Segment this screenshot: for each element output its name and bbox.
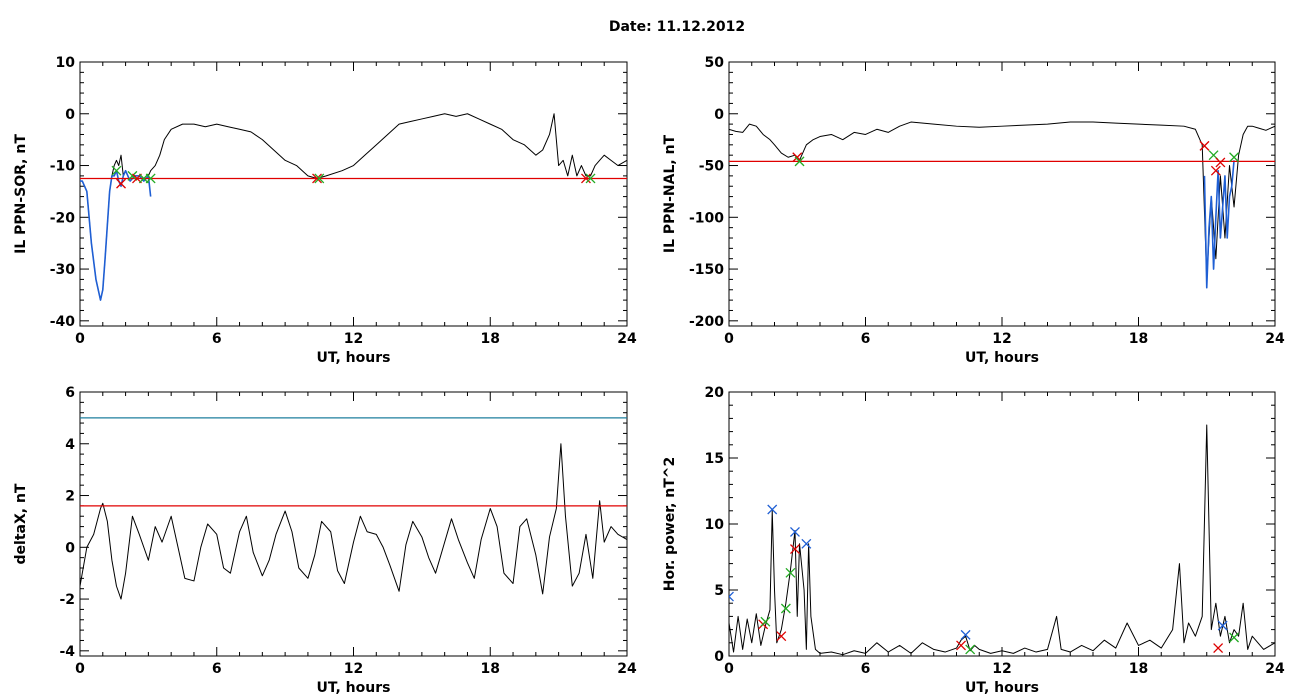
x-tick-label: 6 [212, 331, 222, 347]
event-marker [145, 173, 156, 184]
event-marker [785, 567, 796, 578]
y-tick-label: -150 [689, 262, 724, 278]
x-axis-label: UT, hours [317, 680, 391, 696]
event-marker [729, 591, 734, 602]
x-tick-label: 24 [617, 661, 637, 677]
y-axis-label: IL PPN-NAL, nT [662, 134, 678, 253]
event-marker [127, 170, 138, 181]
x-tick-label: 18 [1129, 331, 1148, 347]
event-marker [585, 173, 596, 184]
panel-sor: 0 6 12 18 24 -40 -30 -20 -10 0 10 UT, hours IL PPN-S… [13, 55, 637, 366]
event-marker [1213, 643, 1224, 654]
y-tick-label: 10 [56, 55, 76, 71]
event-marker [581, 173, 591, 184]
x-tick-label: 12 [992, 661, 1011, 677]
page-title: Date: 11.12.2012 [608, 19, 746, 35]
x-tick-label: 24 [1265, 331, 1285, 347]
event-marker [1215, 157, 1226, 168]
series-line [80, 169, 152, 301]
y-tick-label: 0 [714, 649, 724, 665]
panel-nal: 0 6 12 18 24 -200 -150 -100 -50 0 50 UT, hours IL PP… [662, 55, 1285, 366]
event-marker [790, 544, 800, 555]
event-marker [111, 165, 122, 176]
event-marker [1217, 620, 1228, 631]
plot-area [80, 417, 627, 600]
x-tick-label: 0 [75, 331, 85, 347]
event-marker [965, 644, 976, 655]
event-marker [1229, 632, 1240, 643]
y-tick-label: 0 [714, 107, 724, 123]
x-tick-label: 6 [212, 661, 222, 677]
event-marker [116, 178, 126, 189]
x-tick-label: 0 [724, 661, 734, 677]
y-axis-label: IL PPN-SOR, nT [13, 134, 29, 254]
event-marker [312, 173, 322, 184]
series-line [1203, 160, 1235, 289]
x-axis-label: UT, hours [965, 680, 1039, 696]
plot-frame [79, 391, 628, 657]
y-tick-label: 6 [65, 385, 75, 401]
series-line [80, 113, 627, 301]
y-axis-label: deltaX, nT [13, 483, 29, 564]
y-tick-label: 0 [65, 107, 75, 123]
y-tick-label: 10 [705, 517, 725, 533]
x-tick-label: 12 [344, 661, 363, 677]
y-tick-label: -4 [59, 644, 75, 660]
x-tick-label: 12 [992, 331, 1011, 347]
event-marker [960, 629, 971, 640]
plot-area [80, 113, 627, 301]
plot-area [729, 424, 1275, 656]
x-axis-label: UT, hours [965, 350, 1039, 366]
y-tick-label: -200 [689, 314, 724, 330]
x-tick-label: 18 [481, 661, 500, 677]
x-tick-label: 24 [1265, 661, 1285, 677]
event-marker [1199, 140, 1210, 151]
y-tick-label: -100 [689, 210, 724, 226]
y-tick-label: 4 [65, 437, 75, 453]
series-line [80, 443, 627, 600]
x-tick-label: 0 [724, 331, 734, 347]
y-tick-label: 15 [705, 451, 724, 467]
x-tick-label: 24 [617, 331, 637, 347]
y-tick-label: -20 [50, 210, 76, 226]
y-tick-label: 2 [65, 489, 75, 505]
event-marker [1229, 152, 1240, 163]
x-axis-label: UT, hours [317, 350, 391, 366]
y-tick-label: 50 [705, 55, 725, 71]
event-marker [314, 173, 325, 184]
plot-area [729, 121, 1275, 289]
y-tick-label: -40 [50, 314, 76, 330]
series-line [729, 121, 1275, 280]
y-tick-label: -50 [699, 159, 725, 175]
x-tick-label: 6 [861, 661, 871, 677]
event-marker [760, 616, 771, 627]
panel-power: 0 6 12 18 24 0 5 10 15 20 UT, hours Hor. power, nT^… [662, 385, 1285, 696]
series-line [729, 424, 1275, 656]
y-tick-label: 0 [65, 540, 75, 556]
y-tick-label: -2 [59, 592, 75, 608]
x-tick-label: 0 [75, 661, 85, 677]
event-marker [790, 526, 800, 537]
plot-frame [728, 61, 1276, 327]
y-tick-label: -10 [50, 159, 76, 175]
x-tick-label: 6 [861, 331, 871, 347]
event-marker [1210, 165, 1221, 176]
x-tick-label: 18 [481, 331, 500, 347]
event-marker [767, 504, 778, 515]
event-marker [956, 640, 967, 651]
x-tick-label: 18 [1129, 661, 1148, 677]
event-marker [776, 631, 787, 642]
y-tick-label: -30 [50, 262, 76, 278]
y-tick-label: 5 [714, 583, 724, 599]
x-tick-label: 12 [344, 331, 363, 347]
plot-frame [79, 61, 628, 327]
y-axis-label: Hor. power, nT^2 [662, 457, 678, 592]
event-marker [794, 156, 805, 167]
y-tick-label: 20 [705, 385, 725, 401]
event-marker [801, 538, 812, 549]
event-marker [780, 603, 791, 614]
